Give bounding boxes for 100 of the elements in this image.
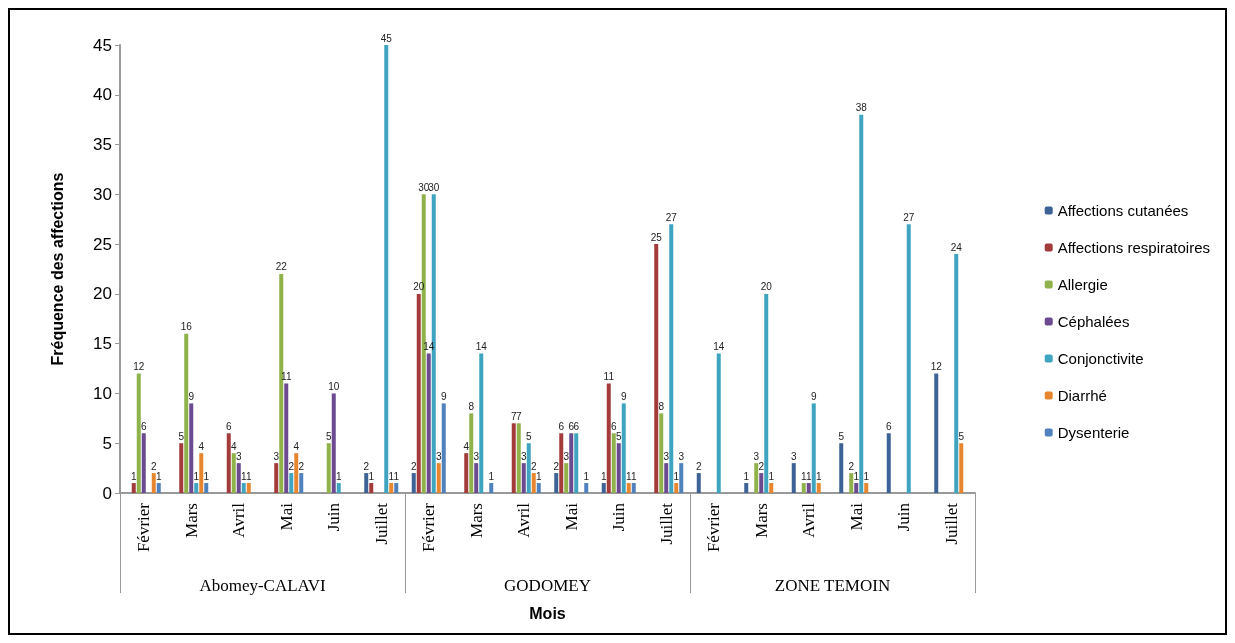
- data-label: 8: [658, 400, 665, 412]
- legend-label: Céphalées: [1057, 313, 1130, 330]
- data-label: 1: [743, 470, 750, 482]
- data-label: 6: [140, 420, 147, 432]
- data-label: 3: [235, 450, 242, 462]
- x-tick-label: Mai: [276, 502, 296, 531]
- y-tick-label: 40: [93, 85, 112, 105]
- x-tick-label: Mars: [751, 503, 771, 538]
- data-label: 24: [950, 241, 963, 253]
- data-label: 9: [620, 390, 627, 402]
- data-label: 3: [520, 450, 527, 462]
- legend-label: Affections cutanées: [1057, 202, 1189, 219]
- data-label: 1: [800, 470, 807, 482]
- y-axis-title: Fréquence des affections: [48, 172, 66, 366]
- legend-label: Diarrhé: [1057, 387, 1107, 404]
- data-label: 5: [178, 430, 185, 442]
- legend-label: Conjonctivite: [1057, 350, 1144, 367]
- y-tick-label: 45: [93, 35, 112, 55]
- data-label: 9: [810, 390, 817, 402]
- x-tick-label: Juin: [609, 502, 629, 532]
- data-label: 1: [535, 470, 542, 482]
- data-label: 5: [838, 430, 845, 442]
- x-axis-title: Mois: [529, 604, 566, 622]
- data-label: 3: [473, 450, 480, 462]
- data-label: 1: [768, 470, 775, 482]
- data-label: 1: [805, 470, 812, 482]
- data-label: 8: [468, 400, 475, 412]
- legend-label: Affections respiratoires: [1057, 239, 1210, 256]
- x-tick-label: Avril: [229, 502, 249, 538]
- data-label: 27: [665, 211, 678, 223]
- x-tick-label: Mars: [181, 503, 201, 538]
- x-tick-label: Avril: [514, 502, 534, 538]
- data-label: 12: [133, 361, 145, 373]
- data-label: 5: [615, 430, 622, 442]
- x-tick-label: Mai: [561, 502, 581, 531]
- data-label: 3: [678, 450, 685, 462]
- data-label: 2: [553, 460, 560, 472]
- data-label: 6: [558, 420, 565, 432]
- data-label: 1: [245, 470, 252, 482]
- data-label: 1: [388, 470, 395, 482]
- data-label: 5: [525, 430, 532, 442]
- data-label: 3: [435, 450, 442, 462]
- data-label: 1: [155, 470, 162, 482]
- x-tick-label: Juin: [894, 502, 914, 532]
- x-tick-label: Mai: [846, 502, 866, 531]
- data-label: 6: [573, 420, 580, 432]
- data-label: 1: [815, 470, 822, 482]
- data-label: 5: [958, 430, 965, 442]
- data-label: 3: [273, 450, 280, 462]
- data-label: 4: [293, 440, 300, 452]
- x-tick-label: Juin: [324, 502, 344, 532]
- data-label: 3: [563, 450, 570, 462]
- data-label: 38: [855, 102, 868, 114]
- x-tick-label: Avril: [799, 502, 819, 538]
- data-label: 6: [225, 420, 232, 432]
- data-label: 2: [695, 460, 702, 472]
- data-label: 27: [903, 211, 915, 223]
- legend-label: Allergie: [1057, 276, 1108, 293]
- data-label: 3: [753, 450, 760, 462]
- data-label: 1: [583, 470, 590, 482]
- data-label: 1: [335, 470, 342, 482]
- text: ZONE TEMOIN: [774, 576, 891, 595]
- y-tick-label: 35: [93, 135, 112, 155]
- y-tick-label: 20: [93, 284, 112, 304]
- text: Abomey-CALAVI: [199, 576, 326, 595]
- y-tick-label: 30: [93, 184, 112, 204]
- data-label: 1: [630, 470, 637, 482]
- data-label: 6: [885, 420, 892, 432]
- data-label: 3: [790, 450, 797, 462]
- legend-label: Dysenterie: [1057, 424, 1130, 441]
- data-label: 30: [418, 181, 430, 193]
- x-tick-label: Mars: [466, 503, 486, 538]
- data-label: 1: [393, 470, 400, 482]
- data-label: 1: [625, 470, 632, 482]
- data-label: 4: [463, 440, 470, 452]
- data-label: 1: [240, 470, 247, 482]
- data-label: 6: [568, 420, 575, 432]
- data-label: 16: [180, 321, 193, 333]
- data-label: 22: [275, 261, 288, 273]
- data-label: 7: [515, 410, 522, 422]
- text: GODOMEY: [504, 576, 591, 595]
- y-tick-label: 5: [102, 433, 112, 453]
- data-label: 9: [188, 390, 195, 402]
- data-label: 45: [380, 32, 393, 44]
- y-tick-label: 25: [93, 234, 112, 254]
- data-label: 5: [325, 430, 332, 442]
- data-label: 2: [298, 460, 305, 472]
- x-tick-label: Février: [419, 502, 439, 553]
- y-tick-label: 0: [102, 483, 112, 503]
- data-label: 1: [673, 470, 680, 482]
- data-label: 20: [760, 281, 773, 293]
- data-label: 4: [198, 440, 205, 452]
- data-label: 1: [600, 470, 607, 482]
- data-label: 9: [440, 390, 447, 402]
- x-tick-label: Juillet: [941, 502, 961, 545]
- y-tick-label: 15: [93, 334, 112, 354]
- data-label: 6: [610, 420, 617, 432]
- data-label: 12: [930, 361, 943, 373]
- x-tick-label: Février: [704, 502, 724, 553]
- data-label: 2: [288, 460, 295, 472]
